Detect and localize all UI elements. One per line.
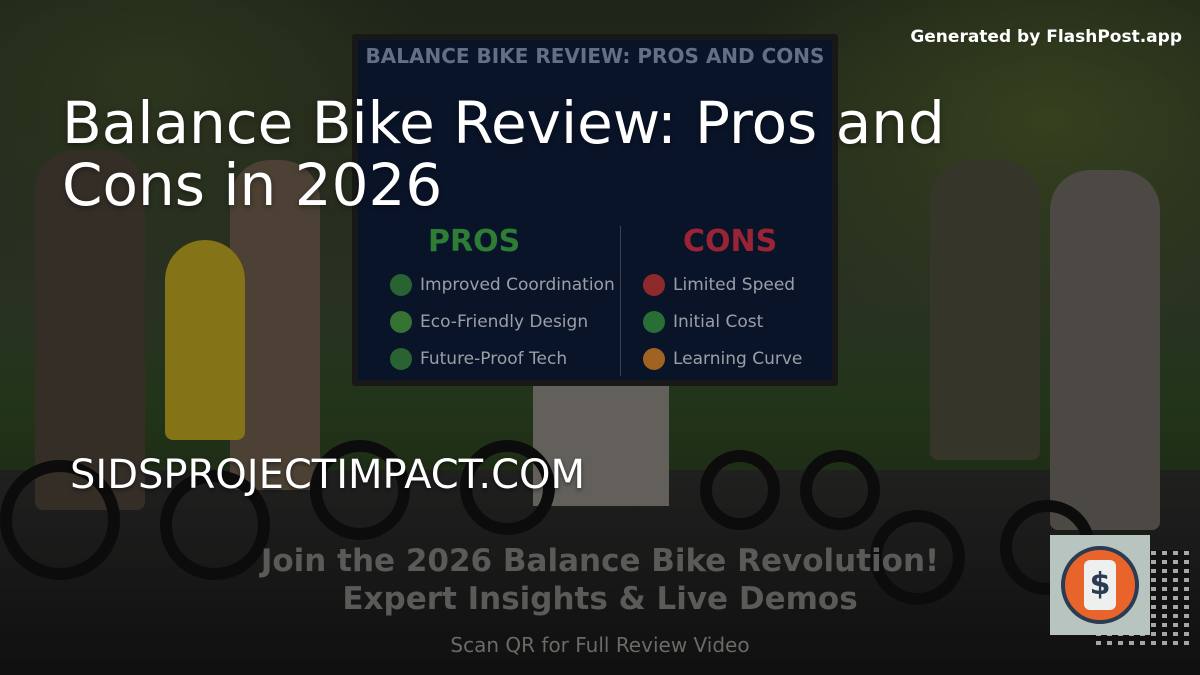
review-board: BALANCE BIKE REVIEW: PROS AND CONS PROS … xyxy=(352,34,838,386)
page-title: Balance Bike Review: Pros and Cons in 20… xyxy=(62,89,945,219)
price-tag-icon: $ xyxy=(1084,560,1116,610)
pros-item: Improved Coordination xyxy=(390,266,615,303)
cons-label: CONS xyxy=(683,224,778,259)
cons-item: Limited Speed xyxy=(643,266,802,303)
leaf-icon xyxy=(390,310,412,333)
pros-list: Improved Coordination Eco-Friendly Desig… xyxy=(390,266,615,377)
pros-item: Eco-Friendly Design xyxy=(390,303,615,340)
site-domain: SIDSPROJECTIMPACT.COM xyxy=(70,452,585,498)
promo-text: Join the 2026 Balance Bike Revolution! Ex… xyxy=(260,543,940,617)
sign-stand xyxy=(533,386,669,506)
generated-by-label: Generated by FlashPost.app xyxy=(910,27,1182,47)
circuit-icon xyxy=(390,347,412,370)
person xyxy=(35,150,145,510)
divider xyxy=(620,226,621,376)
scan-qr-text: Scan QR for Full Review Video xyxy=(450,633,750,657)
brain-icon xyxy=(390,273,412,296)
cons-list: Limited Speed Initial Cost Learning Curv… xyxy=(643,266,802,377)
child xyxy=(165,240,245,440)
pros-label: PROS xyxy=(428,224,521,259)
cons-item: Learning Curve xyxy=(643,340,802,377)
person xyxy=(930,160,1040,460)
person xyxy=(230,160,320,490)
pros-item: Future-Proof Tech xyxy=(390,340,615,377)
top-deals-logo: $ xyxy=(1050,535,1150,635)
speedometer-icon xyxy=(643,273,665,296)
board-title: BALANCE BIKE REVIEW: PROS AND CONS xyxy=(365,44,825,68)
cons-item: Initial Cost xyxy=(643,303,802,340)
person xyxy=(1050,170,1160,530)
dollar-icon xyxy=(643,310,665,333)
child-icon xyxy=(643,347,665,370)
